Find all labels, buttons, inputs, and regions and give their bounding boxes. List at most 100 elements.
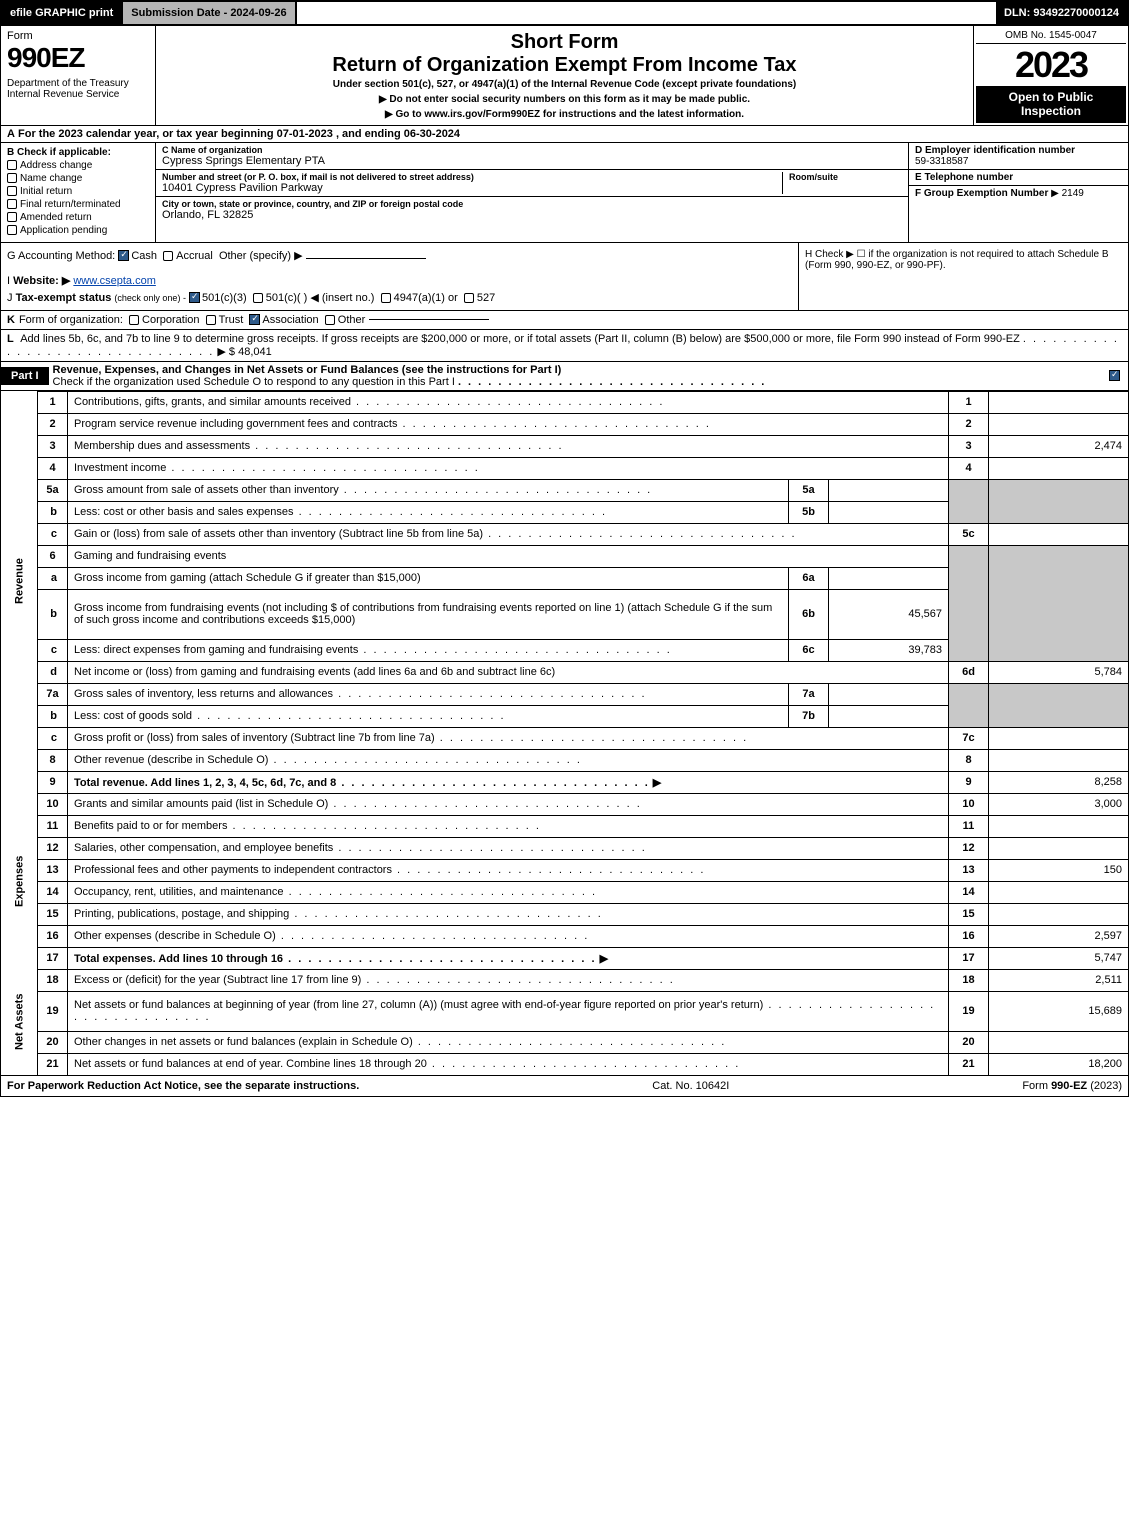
checkbox-trust[interactable] (206, 315, 216, 325)
line-num: a (38, 567, 68, 589)
short-form-title: Short Form (511, 31, 619, 54)
checkbox-corporation[interactable] (129, 315, 139, 325)
table-row: 20 Other changes in net assets or fund b… (1, 1031, 1129, 1053)
line-num: 18 (38, 969, 68, 991)
line-desc: Gross amount from sale of assets other t… (68, 479, 789, 501)
efile-print-label[interactable]: efile GRAPHIC print (2, 2, 123, 24)
line-desc: Printing, publications, postage, and shi… (68, 903, 949, 925)
j-opt3: 4947(a)(1) or (394, 292, 458, 304)
checkbox-cash-checked[interactable] (118, 250, 129, 261)
part1-label: Part I (1, 367, 49, 385)
line-desc: Less: cost or other basis and sales expe… (68, 501, 789, 523)
k-other-blank[interactable] (369, 319, 489, 320)
line-desc: Benefits paid to or for members (68, 815, 949, 837)
part1-schedule-o-check[interactable] (1103, 368, 1128, 384)
checkbox-name-change[interactable]: Name change (7, 173, 149, 184)
section-b-head: Check if applicable: (17, 147, 111, 158)
section-a-row: A For the 2023 calendar year, or tax yea… (0, 126, 1129, 143)
line-inner-val (829, 567, 949, 589)
line-right-num: 12 (949, 837, 989, 859)
line-num: c (38, 639, 68, 661)
city-value: Orlando, FL 32825 (162, 209, 902, 221)
j-label: Tax-exempt status (16, 292, 112, 304)
checkbox-501c3-checked[interactable] (189, 292, 200, 303)
cat-no: Cat. No. 10642I (652, 1080, 729, 1092)
table-row: 5a Gross amount from sale of assets othe… (1, 479, 1129, 501)
line-num: 12 (38, 837, 68, 859)
line-inner-num: 7b (789, 705, 829, 727)
expenses-side-label: Expenses (1, 793, 38, 969)
revenue-side-label: Revenue (1, 391, 38, 771)
grey-cell (949, 683, 989, 727)
line-desc: Gross profit or (loss) from sales of inv… (68, 727, 949, 749)
line-right-num: 3 (949, 435, 989, 457)
section-a-letter: A (7, 128, 15, 140)
line-num: 6 (38, 545, 68, 567)
table-row: 14 Occupancy, rent, utilities, and maint… (1, 881, 1129, 903)
table-row: c Gain or (loss) from sale of assets oth… (1, 523, 1129, 545)
section-h: H Check ▶ ☐ if the organization is not r… (798, 243, 1128, 310)
checkbox-527[interactable] (464, 293, 474, 303)
department-label: Department of the Treasury Internal Reve… (7, 78, 149, 100)
section-b-letter: B (7, 147, 14, 158)
checkbox-other[interactable] (325, 315, 335, 325)
line-right-val: 2,511 (989, 969, 1129, 991)
section-k: K Form of organization: Corporation Trus… (0, 311, 1129, 330)
website-link[interactable]: www.csepta.com (73, 275, 156, 287)
g-letter: G (7, 250, 16, 262)
checkbox-accrual[interactable] (163, 251, 173, 261)
line-num: c (38, 727, 68, 749)
checkbox-amended-return[interactable]: Amended return (7, 212, 149, 223)
k-label: Form of organization: (19, 314, 123, 326)
k-opt-corp: Corporation (142, 314, 199, 326)
line-right-num: 13 (949, 859, 989, 881)
checkbox-application-pending[interactable]: Application pending (7, 225, 149, 236)
table-row: Expenses 10 Grants and similar amounts p… (1, 793, 1129, 815)
goto-link-line[interactable]: ▶ Go to www.irs.gov/Form990EZ for instru… (385, 109, 744, 120)
part1-title: Revenue, Expenses, and Changes in Net As… (53, 364, 562, 376)
line-desc: Investment income (68, 457, 949, 479)
form-header: Form 990EZ Department of the Treasury In… (0, 26, 1129, 126)
g-other-blank[interactable] (306, 258, 426, 259)
topbar-spacer (297, 2, 996, 24)
line-right-val: 3,000 (989, 793, 1129, 815)
line-right-val (989, 413, 1129, 435)
table-row: Net Assets 18 Excess or (deficit) for th… (1, 969, 1129, 991)
line-num: 5a (38, 479, 68, 501)
table-row: 2 Program service revenue including gove… (1, 413, 1129, 435)
g-other: Other (specify) ▶ (219, 250, 303, 262)
checkbox-4947[interactable] (381, 293, 391, 303)
line-right-num: 18 (949, 969, 989, 991)
line-right-num: 8 (949, 749, 989, 771)
line-right-val (989, 815, 1129, 837)
part1-subtitle: Check if the organization used Schedule … (53, 376, 455, 388)
line-right-val (989, 1031, 1129, 1053)
dots-icon (458, 376, 766, 388)
table-row: d Net income or (loss) from gaming and f… (1, 661, 1129, 683)
city-block: City or town, state or province, country… (156, 197, 908, 223)
g-cash: Cash (131, 250, 157, 262)
section-d-e-f: D Employer identification number 59-3318… (908, 143, 1128, 242)
part1-table: Revenue 1 Contributions, gifts, grants, … (0, 391, 1129, 1076)
g-accrual: Accrual (176, 250, 213, 262)
section-c: C Name of organization Cypress Springs E… (156, 143, 908, 242)
checkbox-initial-return[interactable]: Initial return (7, 186, 149, 197)
table-row: 8 Other revenue (describe in Schedule O)… (1, 749, 1129, 771)
h-letter: H (805, 249, 812, 260)
line-num: 9 (38, 771, 68, 793)
line-right-val (989, 837, 1129, 859)
j-opt4: 527 (477, 292, 495, 304)
line-inner-val (829, 479, 949, 501)
line-right-num: 5c (949, 523, 989, 545)
checkbox-final-return[interactable]: Final return/terminated (7, 199, 149, 210)
line-desc: Gross income from gaming (attach Schedul… (68, 567, 789, 589)
submission-date: Submission Date - 2024-09-26 (123, 2, 296, 24)
table-row: 21 Net assets or fund balances at end of… (1, 1053, 1129, 1075)
line-num: 2 (38, 413, 68, 435)
table-row: 15 Printing, publications, postage, and … (1, 903, 1129, 925)
checkbox-address-change[interactable]: Address change (7, 160, 149, 171)
line-right-val (989, 727, 1129, 749)
checkbox-501c[interactable] (253, 293, 263, 303)
checkbox-association-checked[interactable] (249, 314, 260, 325)
line-inner-num: 5a (789, 479, 829, 501)
